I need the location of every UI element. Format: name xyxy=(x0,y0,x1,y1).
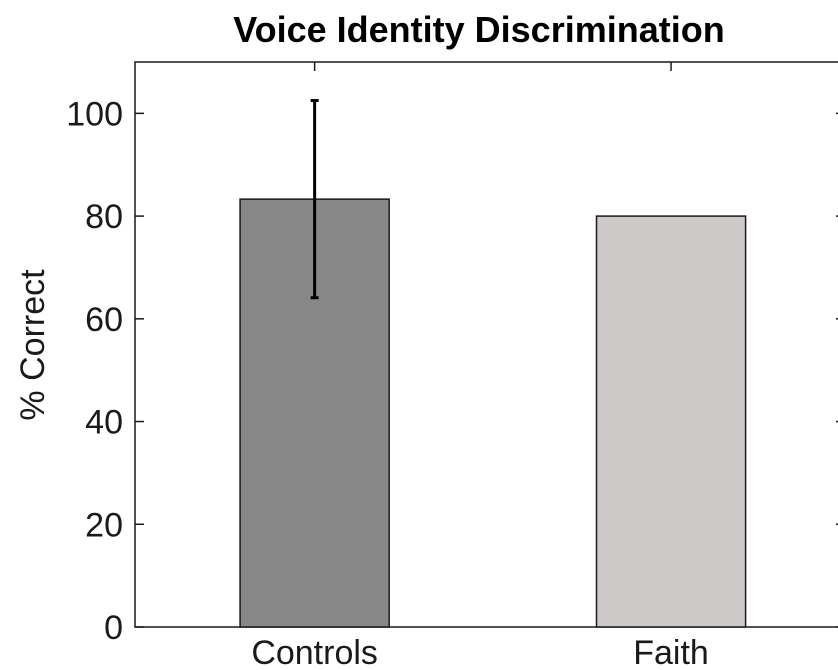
y-axis-label: % Correct xyxy=(14,269,52,421)
y-tick-label: 0 xyxy=(104,609,123,647)
y-tick-label: 40 xyxy=(85,404,123,442)
y-tick-label: 20 xyxy=(85,506,123,544)
y-tick-label: 100 xyxy=(66,95,123,133)
y-tick-label: 80 xyxy=(85,198,123,236)
bar-faith xyxy=(595,215,747,628)
y-axis-ticks: 0 20 40 60 80 100 xyxy=(66,95,838,647)
x-category-label: Controls xyxy=(251,634,378,670)
x-category-label: Faith xyxy=(633,634,709,670)
y-tick-label: 60 xyxy=(85,301,123,339)
bars-group xyxy=(239,62,747,628)
x-axis-category-labels: Controls Faith xyxy=(251,634,709,670)
plot-area-frame xyxy=(134,61,838,628)
chart-title: Voice Identity Discrimination xyxy=(233,9,724,50)
